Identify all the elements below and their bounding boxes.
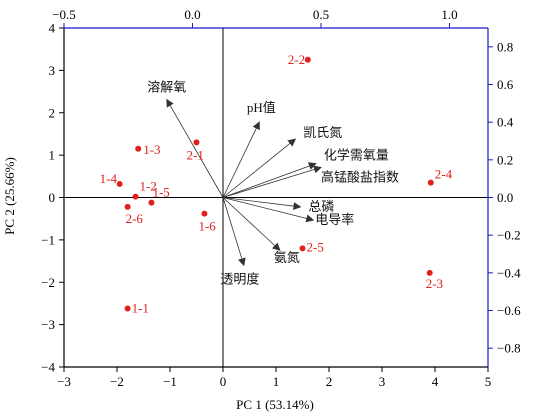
score-point [193, 139, 200, 146]
x-tick-label: 4 [432, 374, 439, 389]
loading-label: 化学需氧量 [324, 148, 389, 163]
y-tick-label: −2 [41, 275, 55, 290]
x-tick-label: 3 [379, 374, 386, 389]
y-tick-label: −4 [41, 360, 55, 375]
score-point [299, 245, 306, 252]
top-tick-label: 0.5 [313, 7, 329, 22]
top-tick-label: 1.0 [441, 7, 457, 22]
x-tick-label: 1 [273, 374, 280, 389]
top-tick-label: 0.0 [184, 7, 200, 22]
loading-label: 溶解氧 [147, 80, 186, 95]
score-label: 2-2 [288, 52, 305, 67]
score-point [132, 193, 139, 200]
top-axis: −0.5 0.0 0.5 1.0 [52, 7, 458, 28]
score-label: 1-4 [100, 171, 118, 186]
score-point [135, 145, 142, 152]
score-label: 2-6 [126, 211, 144, 226]
top-tick-label: −0.5 [52, 7, 76, 22]
score-point [124, 203, 131, 210]
right-tick-label: −0.4 [497, 265, 521, 280]
loading-arrow [222, 197, 315, 223]
score-label: 2-1 [187, 147, 204, 162]
y-tick-label: 2 [49, 105, 56, 120]
zero-lines [64, 28, 488, 367]
x-axis-title: PC 1 (53.14%) [236, 397, 314, 412]
right-tick-label: 0.4 [497, 115, 514, 130]
y-tick-label: 1 [49, 148, 56, 163]
x-tick-label: 2 [326, 374, 333, 389]
y-tick-label: 4 [49, 21, 56, 36]
right-tick-label: 0.0 [497, 190, 513, 205]
score-points: 1-1 1-2 1-3 1-4 1-5 1-6 2-1 2-2 2-3 2-4 2-5 2-6 [100, 52, 453, 316]
loading-label: 凯氏氮 [303, 125, 342, 140]
y-tick-label: −1 [41, 232, 55, 247]
bottom-axis: −3 −2 −1 0 1 2 3 4 5 [57, 367, 491, 389]
loading-arrow [222, 138, 297, 198]
y-tick-label: 0 [49, 190, 56, 205]
right-tick-label: −0.2 [497, 228, 521, 243]
score-point [304, 56, 311, 63]
x-tick-label: 5 [485, 374, 492, 389]
x-tick-label: 0 [220, 374, 227, 389]
right-tick-label: 0.8 [497, 39, 513, 54]
right-tick-label: −0.8 [497, 341, 521, 356]
score-point [124, 305, 131, 312]
loading-label: pH值 [247, 100, 276, 115]
score-label: 1-1 [132, 301, 149, 316]
loading-arrow [222, 197, 302, 211]
x-tick-label: −3 [57, 374, 71, 389]
score-point [116, 180, 123, 187]
right-tick-label: −0.6 [497, 303, 521, 318]
loading-label: 高锰酸盐指数 [321, 169, 399, 184]
loading-label: 总磷 [308, 199, 334, 214]
score-label: 1-6 [198, 219, 216, 234]
loading-arrow [222, 121, 260, 198]
score-point [426, 269, 433, 276]
score-label: 1-5 [152, 185, 169, 200]
loading-arrow [166, 98, 224, 198]
score-label: 2-3 [426, 276, 443, 291]
right-axis: 0.8 0.6 0.4 0.2 0.0 −0.2 −0.4 −0.6 −0.8 [488, 39, 521, 356]
loading-label: 透明度 [220, 271, 259, 286]
right-tick-label: 0.2 [497, 152, 513, 167]
score-label: 2-5 [307, 239, 324, 254]
x-tick-label: −2 [110, 374, 124, 389]
loading-label: 电导率 [315, 212, 354, 227]
right-tick-label: 0.6 [497, 77, 514, 92]
score-label: 1-3 [143, 142, 160, 157]
loading-arrow [222, 197, 246, 267]
score-label: 2-4 [435, 167, 453, 182]
loading-arrow [222, 165, 322, 198]
left-axis: −4 −3 −2 −1 0 1 2 3 4 [41, 21, 64, 375]
loading-arrow [222, 197, 281, 251]
loading-arrow [222, 162, 317, 198]
x-tick-label: −1 [163, 374, 177, 389]
loading-label: 氨氮 [274, 250, 300, 265]
y-tick-label: −3 [41, 317, 55, 332]
score-label: 1-2 [140, 179, 157, 194]
y-axis-title: PC 2 (25.66%) [2, 157, 17, 235]
y-tick-label: 3 [49, 63, 56, 78]
score-point [148, 199, 155, 206]
score-point [427, 179, 434, 186]
score-point [201, 210, 208, 217]
